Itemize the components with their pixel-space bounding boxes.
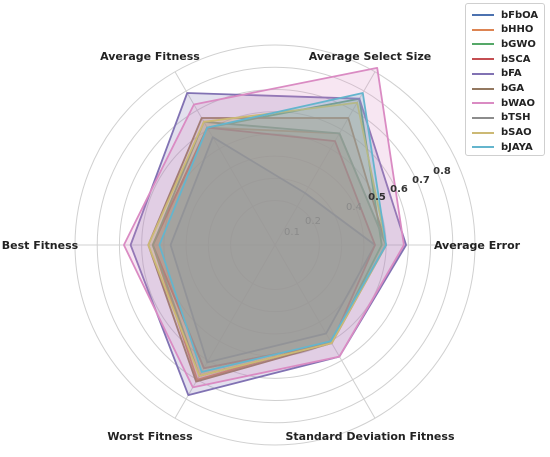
legend-item: bWAO [472,96,535,110]
legend-item: bGA [472,82,524,96]
series-bFbOA [169,136,376,364]
tick-label-0.5: 0.5 [368,192,386,203]
legend-item: bGWO [472,37,536,51]
legend-item: bSAO [472,126,532,140]
legend-swatch [472,87,494,90]
axis-label-worst-fitness: Worst Fitness [107,430,193,443]
legend-swatch [472,131,494,134]
tick-label-0.8: 0.8 [433,166,451,177]
legend-swatch [472,102,494,105]
legend-item: bSCA [472,52,530,66]
legend-swatch [472,43,494,46]
axis-spoke [274,244,376,419]
axis-label-average-fitness: Average Fitness [100,50,200,63]
axis-spoke [274,71,376,246]
tick-label-0.6: 0.6 [390,184,408,195]
tick-label-0.1: 0.1 [284,227,300,238]
axis-label-average-select-size: Average Select Size [309,50,432,63]
axis-spoke [174,244,276,419]
legend-swatch [472,116,494,119]
tick-label-0.7: 0.7 [412,175,430,186]
legend-label: bGWO [501,38,536,50]
legend-label: bWAO [501,97,535,109]
tick-label-0.2: 0.2 [305,216,321,227]
legend-label: bTSH [501,112,531,124]
legend-swatch [472,14,494,16]
legend-label: bSAO [501,127,532,139]
axis-label-average-error: Average Error [434,239,521,252]
legend-swatch [472,28,494,31]
legend-swatch [472,146,494,149]
legend-swatch [472,72,494,75]
series-bJAYA [158,92,388,373]
axis-spoke [174,71,276,246]
legend-label: bSCA [501,53,531,65]
legend-swatch [472,58,494,61]
axis-label-standard-deviation-fitness: Standard Deviation Fitness [286,430,455,443]
axis-label-best-fitness: Best Fitness [2,239,79,252]
legend-label: bHHO [501,24,534,36]
legend-item: bFbOA [472,8,538,22]
legend: bFbOA bHHO bGWO bSCA bFA bGA bWAO bTSH bSAO bJAYA [465,3,545,156]
axis-labels: Average Error Average Select Size Average … [2,50,521,443]
series-group [123,67,408,397]
tick-labels: 0.1 0.2 0.4 0.5 0.6 0.70.8 [284,166,451,238]
tick-label-0.4: 0.4 [346,202,362,213]
legend-item: bJAYA [472,140,533,154]
legend-label: bFbOA [501,9,539,21]
legend-item: bTSH [472,111,531,125]
legend-item: bFA [472,67,522,81]
legend-label: bFA [501,68,522,80]
legend-item: bHHO [472,23,533,37]
legend-label: bGA [501,83,525,94]
legend-label: bJAYA [501,141,533,153]
series-bSAO [147,101,388,377]
